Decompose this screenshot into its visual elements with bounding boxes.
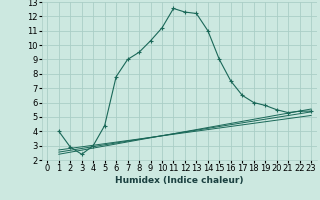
X-axis label: Humidex (Indice chaleur): Humidex (Indice chaleur) xyxy=(115,176,244,185)
